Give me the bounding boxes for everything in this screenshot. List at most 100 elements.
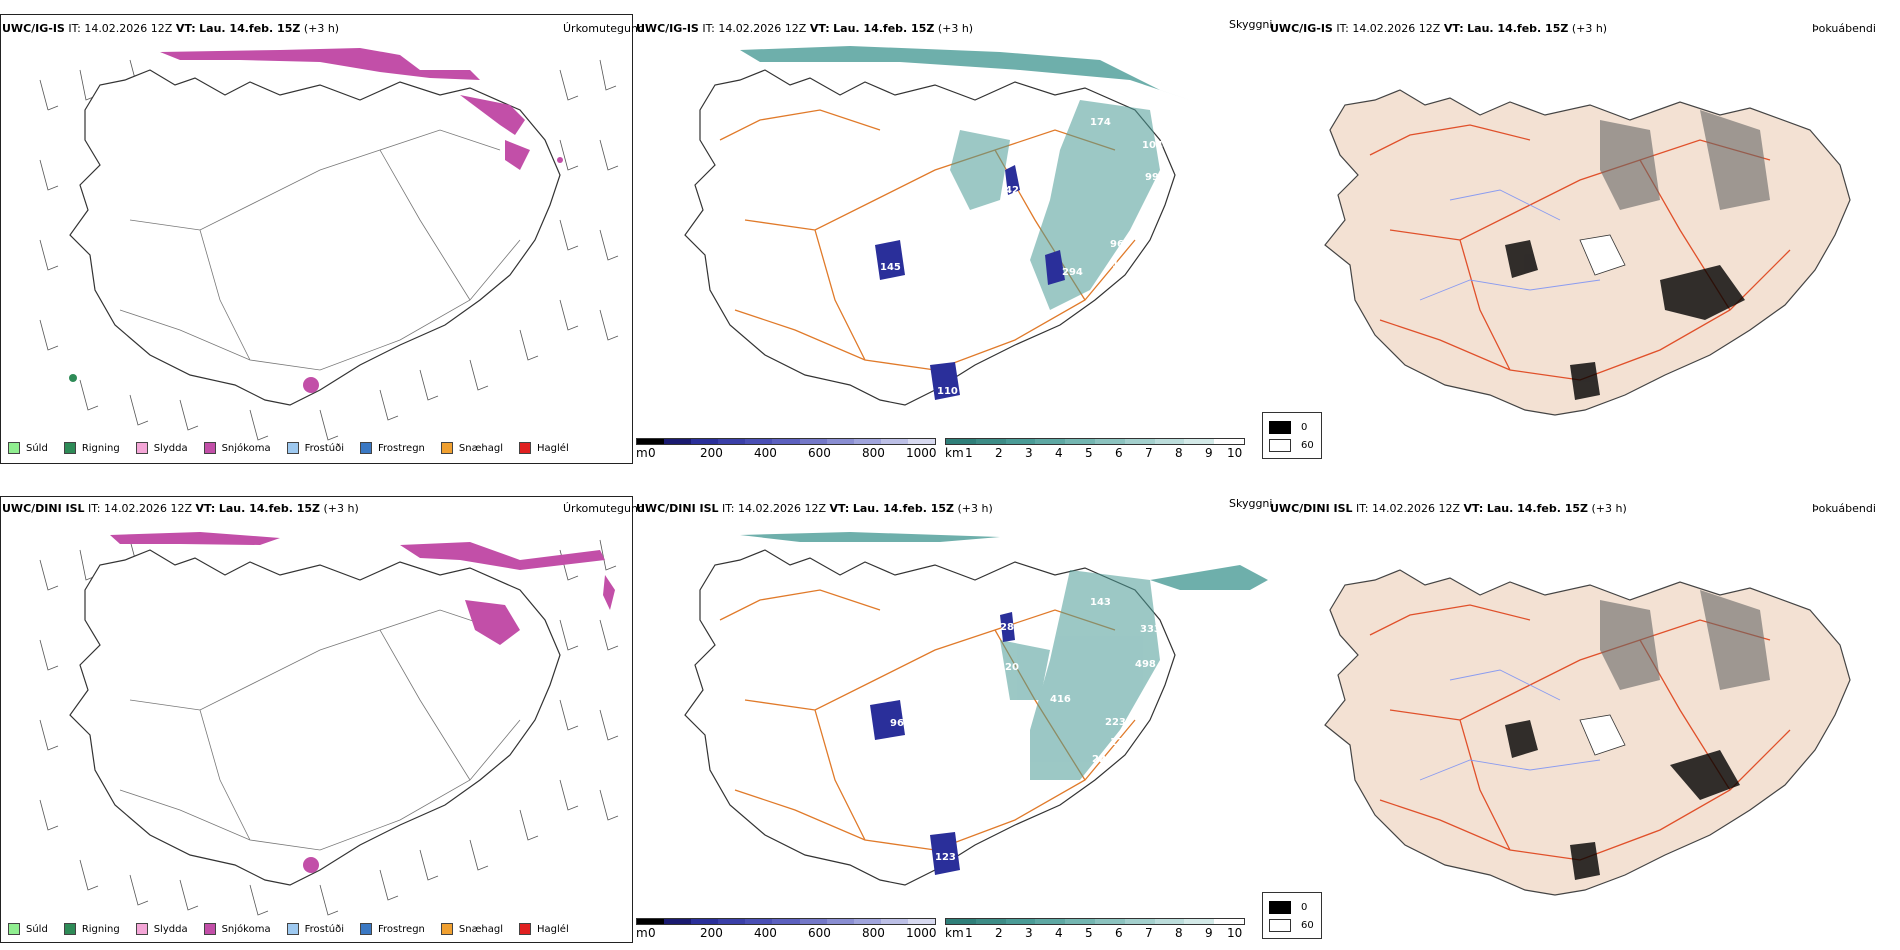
row-2: UWC/DINI ISL IT: 14.02.2026 12Z VT: Lau.…	[0, 480, 1900, 950]
cbar-m-tick: 400	[754, 446, 777, 460]
legend-item: Snæhagl	[440, 923, 504, 935]
wind-barbs	[39, 59, 619, 441]
header-precip-1: UWC/IG-IS IT: 14.02.2026 12Z VT: Lau. 14…	[2, 22, 339, 35]
row-1: UWC/IG-IS IT: 14.02.2026 12Z VT: Lau. 14…	[0, 14, 1876, 464]
legend-item: Haglél	[519, 923, 569, 935]
legend-item: Súld	[8, 923, 48, 935]
legend-label: Frostregn	[378, 442, 425, 454]
init-time: IT: 14.02.2026 12Z	[68, 22, 173, 35]
legend-label: Snæhagl	[458, 442, 504, 454]
cbar-km-tick: 7	[1145, 926, 1153, 940]
legend-item: Snæhagl	[440, 442, 504, 454]
init-time: IT: 14.02.2026 12Z	[1356, 502, 1461, 515]
vis-label: 187	[1112, 259, 1133, 270]
fog-swatch-white	[1269, 439, 1291, 452]
init-time: IT: 14.02.2026 12Z	[722, 502, 827, 515]
legend-item: Rigning	[63, 442, 120, 454]
cbar-km-tick: 8	[1175, 926, 1183, 940]
panel-title-visibility-2: Skyggni	[1229, 497, 1273, 510]
fog-legend-2: 0 60	[1262, 892, 1322, 939]
vis-label: 145	[880, 262, 901, 273]
precip-type-panel-1	[0, 14, 633, 464]
legend-item: Snjókoma	[203, 923, 271, 935]
header-fog-2: UWC/DINI ISL IT: 14.02.2026 12Z VT: Lau.…	[1270, 502, 1627, 515]
legend-item: Frostúði	[286, 923, 344, 935]
lead-time: (+3 h)	[323, 502, 359, 515]
cbar-km-segments	[945, 438, 1245, 445]
legend-swatch	[63, 442, 76, 454]
legend-item: Súld	[8, 442, 48, 454]
vis-label: 28	[1000, 622, 1014, 633]
fog-legend-top: 0	[1301, 422, 1308, 433]
legend-swatch	[519, 442, 532, 454]
legend-swatch	[203, 442, 216, 454]
header-visibility-1: UWC/IG-IS IT: 14.02.2026 12Z VT: Lau. 14…	[636, 22, 973, 35]
fog-swatch-black	[1269, 901, 1291, 914]
cbar-m-tick: 0	[648, 926, 656, 940]
legend-swatch	[135, 442, 148, 454]
lead-time: (+3 h)	[303, 22, 340, 35]
valid-label: VT:	[1443, 22, 1464, 35]
model-name: UWC/DINI ISL	[2, 502, 85, 515]
legend-label: Snjókoma	[221, 923, 271, 935]
legend-label: Snjókoma	[221, 442, 271, 454]
vis-label: 416	[1050, 694, 1071, 705]
legend-label: Frostúði	[304, 442, 344, 454]
vis-label: 176	[1110, 737, 1131, 748]
vis-label: 498	[1135, 659, 1156, 670]
legend-item: Slydda	[135, 442, 188, 454]
cbar-m-tick: 600	[808, 446, 831, 460]
precip-map-1	[39, 48, 619, 441]
vis-label: 294	[1062, 267, 1083, 278]
cbar-km-tick: 2	[995, 446, 1003, 460]
legend-swatch	[360, 923, 372, 935]
legend-label: Súld	[26, 442, 48, 454]
vis-label: 96	[890, 718, 904, 729]
vis-label: 120	[1062, 332, 1083, 343]
cbar-km-tick: 3	[1025, 446, 1033, 460]
legend-item: Slydda	[135, 923, 188, 935]
cbar-km-tick: 6	[1115, 926, 1123, 940]
cbar-km-tick: 5	[1085, 926, 1093, 940]
vis-label: 110	[937, 386, 958, 397]
fog-swatch-black	[1269, 421, 1291, 434]
cbar-km-tick: 8	[1175, 446, 1183, 460]
valid-label: VT:	[809, 22, 830, 35]
cbar-km-tick: 10	[1227, 446, 1243, 460]
cbar-m-tick: 200	[700, 446, 723, 460]
cbar-km-tick: 4	[1055, 446, 1063, 460]
cbar-m-tick: 0	[648, 446, 656, 460]
legend-label: Frostregn	[378, 923, 425, 935]
legend-item: Frostregn	[360, 442, 425, 454]
cbar-km-2: km 1 2 3 4 5 6 7 8 9 10	[945, 918, 1245, 948]
vis-label: 123	[935, 852, 956, 863]
header-fog-1: UWC/IG-IS IT: 14.02.2026 12Z VT: Lau. 14…	[1270, 22, 1607, 35]
legend-swatch	[360, 442, 372, 454]
precip-legend-2: Súld Rigning Slydda Snjókoma Frostúði Fr…	[8, 923, 585, 935]
legend-item: Rigning	[63, 923, 120, 935]
cbar-km-unit: km	[945, 446, 964, 460]
model-name: UWC/DINI ISL	[1270, 502, 1353, 515]
vis-label: 333	[1140, 624, 1161, 635]
cbar-km-tick: 7	[1145, 446, 1153, 460]
model-name: UWC/DINI ISL	[636, 502, 719, 515]
legend-item: Haglél	[519, 442, 569, 454]
legend-label: Slydda	[153, 442, 188, 454]
cbar-m-tick: 600	[808, 926, 831, 940]
legend-label: Snæhagl	[458, 923, 504, 935]
legend-swatch	[440, 923, 453, 935]
legend-label: Frostúði	[304, 923, 344, 935]
cbar-km-tick: 5	[1085, 446, 1093, 460]
lead-time: (+3 h)	[957, 502, 993, 515]
lead-time: (+3 h)	[937, 22, 974, 35]
vis-label: 42	[1005, 185, 1019, 196]
cbar-km-tick: 1	[965, 446, 973, 460]
legend-label: Haglél	[537, 923, 569, 935]
precip-map-2	[39, 532, 619, 916]
cbar-km-tick: 9	[1205, 446, 1213, 460]
valid-time: Lau. 14.feb. 15Z	[218, 502, 321, 515]
valid-time: Lau. 14.feb. 15Z	[1486, 502, 1589, 515]
cbar-m-tick: 1000	[906, 926, 937, 940]
model-name: UWC/IG-IS	[636, 22, 699, 35]
fog-legend-1: 0 60	[1262, 412, 1322, 459]
